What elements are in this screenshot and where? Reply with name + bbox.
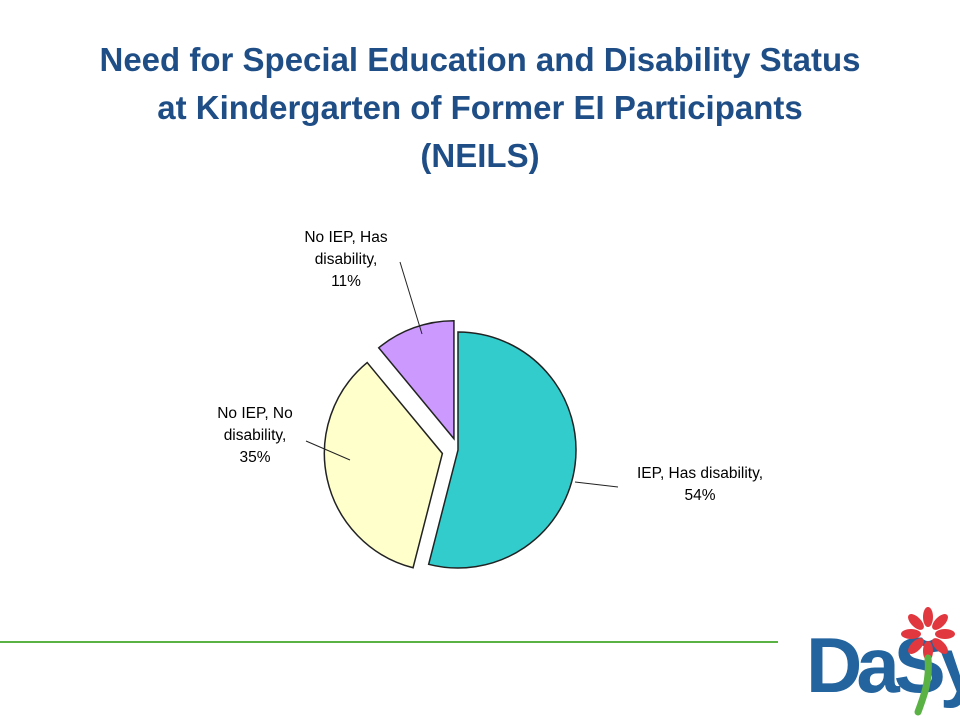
slice-label-2: No IEP, No disability, 35% — [217, 405, 293, 466]
pie-slice-1 — [427, 331, 577, 569]
slice-label-line: No IEP, No — [217, 405, 293, 422]
slice-label-1: IEP, Has disability, 54% — [637, 465, 763, 504]
slice-label-line: disability, — [315, 251, 378, 268]
leader-line-2 — [305, 440, 351, 461]
pie-slice-3 — [377, 319, 455, 441]
slice-label-3: No IEP, Has disability, 11% — [304, 229, 388, 290]
slice-label-line: disability, — [224, 427, 287, 444]
leader-line-1 — [574, 481, 619, 488]
flower-icon — [901, 607, 955, 716]
slice-label-line: 35% — [239, 449, 270, 466]
title-line-3: (NEILS) — [420, 137, 540, 174]
slice-label-line: IEP, Has disability, — [637, 465, 763, 482]
slice-label-line: No IEP, Has — [304, 229, 388, 246]
slice-label-line: 54% — [684, 487, 715, 504]
pie-slice-2 — [323, 361, 444, 569]
slice-label-line: 11% — [331, 273, 361, 290]
slide-title: Need for Special Education and Disabilit… — [40, 36, 920, 180]
dasy-logo: DaSy — [800, 600, 960, 720]
footer-divider — [0, 641, 778, 643]
title-line-1: Need for Special Education and Disabilit… — [99, 41, 861, 78]
leader-line-3 — [399, 261, 423, 335]
title-line-2: at Kindergarten of Former EI Participant… — [157, 89, 803, 126]
